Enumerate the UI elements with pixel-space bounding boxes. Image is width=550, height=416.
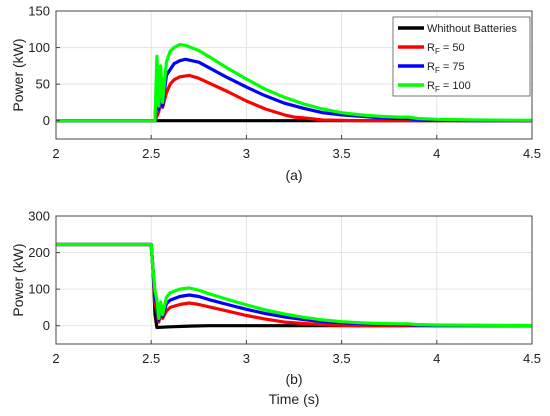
x-tick-label-a-1: 2.5 [142, 146, 160, 161]
legend-label-3: RF = 100 [427, 80, 471, 94]
y-tick-label-b-1: 100 [28, 282, 50, 297]
series-group-b [56, 242, 532, 330]
x-tick-label-b-3: 3.5 [333, 351, 351, 366]
y-tick-label-a-0: 0 [43, 113, 50, 128]
chart-panel-b: 2 2.5 3 3.5 4 4.5 0 100 200 300 Power (kW) (b) Time … [10, 209, 541, 408]
legend-label-2: RF = 75 [427, 61, 465, 75]
x-tick-label-b-0: 2 [52, 351, 59, 366]
x-tick-label-a-5: 4.5 [523, 146, 541, 161]
caption-a: (a) [285, 167, 302, 183]
series-line-a-3 [56, 42, 532, 123]
axes-frame-b [55, 215, 533, 345]
legend: Whithout Batteries RF = 50 RF = 75 RF = 100 [392, 16, 531, 97]
y-axis-label-a: Power (kW) [10, 38, 26, 111]
axes-frame-a [55, 10, 533, 140]
legend-label-0: Whithout Batteries [427, 23, 517, 35]
x-tick-label-a-2: 3 [243, 146, 250, 161]
x-tick-label-a-0: 2 [52, 146, 59, 161]
x-tick-label-b-4: 4 [433, 351, 440, 366]
x-tick-label-a-4: 4 [433, 146, 440, 161]
series-group-a [56, 42, 532, 123]
y-tick-label-b-2: 200 [28, 245, 50, 260]
legend-label-1: RF = 50 [427, 42, 465, 56]
x-tick-label-b-5: 4.5 [523, 351, 541, 366]
series-line-b-3 [56, 242, 532, 328]
y-tick-label-a-1: 50 [36, 77, 50, 92]
x-axis-label-b: Time (s) [269, 391, 320, 407]
legend-box [392, 16, 531, 97]
y-axis-label-b: Power (kW) [10, 243, 26, 316]
y-tick-label-a-2: 100 [28, 40, 50, 55]
x-tick-label-b-1: 2.5 [142, 351, 160, 366]
x-tick-label-a-3: 3.5 [333, 146, 351, 161]
chart-panel-a: 2 2.5 3 3.5 4 4.5 0 50 100 150 Power (kW) (a) Whitho… [10, 4, 541, 184]
x-tick-label-b-2: 3 [243, 351, 250, 366]
y-tick-label-a-3: 150 [28, 4, 50, 19]
y-tick-label-b-0: 0 [43, 318, 50, 333]
caption-b: (b) [285, 371, 302, 387]
y-tick-label-b-3: 300 [28, 209, 50, 224]
